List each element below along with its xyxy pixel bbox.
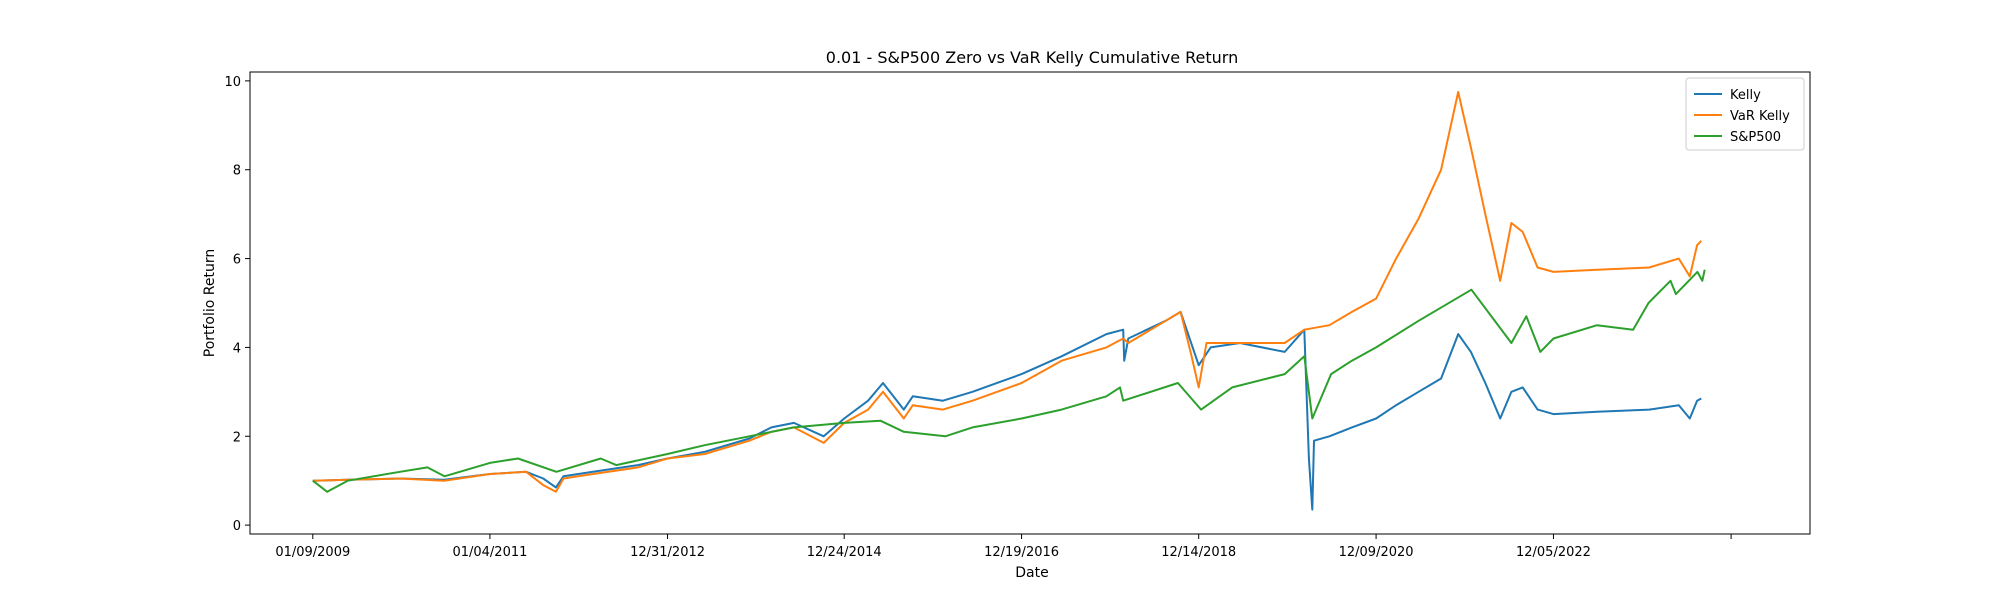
x-tick-label: 12/09/2020 bbox=[1339, 545, 1414, 560]
series-line-s-p500 bbox=[312, 269, 1706, 493]
legend: Kelly VaR Kelly S&P500 bbox=[1685, 77, 1805, 151]
x-tick-label: 12/24/2014 bbox=[807, 545, 882, 560]
x-tick-label: 12/31/2012 bbox=[630, 545, 705, 560]
plot-lines bbox=[312, 91, 1706, 511]
x-axis-label: Date bbox=[1015, 565, 1048, 581]
y-tick-label: 10 bbox=[224, 75, 241, 90]
x-tick-label: 12/19/2016 bbox=[984, 545, 1059, 560]
legend-label: Kelly bbox=[1730, 88, 1761, 103]
y-tick-label: 6 bbox=[233, 253, 241, 268]
y-tick-label: 2 bbox=[233, 430, 241, 445]
y-tick-label: 8 bbox=[233, 164, 241, 179]
y-tick-label: 0 bbox=[233, 519, 241, 534]
y-axis-label: Portfolio Return bbox=[202, 249, 218, 358]
x-tick-label: 01/09/2009 bbox=[275, 545, 350, 560]
series-line-var-kelly bbox=[312, 91, 1703, 493]
x-tick-label: 12/14/2018 bbox=[1161, 545, 1236, 560]
series-line-kelly bbox=[312, 310, 1702, 511]
chart-title: 0.01 - S&P500 Zero vs VaR Kelly Cumulati… bbox=[826, 48, 1238, 67]
y-axis: 0 2 4 6 8 10 bbox=[224, 75, 250, 534]
x-tick-label: 12/05/2022 bbox=[1516, 545, 1591, 560]
legend-label: VaR Kelly bbox=[1730, 109, 1790, 124]
plot-frame bbox=[249, 71, 1811, 535]
x-axis: 01/09/2009 01/04/2011 12/31/2012 12/24/2014… bbox=[275, 534, 1732, 560]
legend-label: S&P500 bbox=[1730, 130, 1781, 145]
legend-box bbox=[1685, 77, 1805, 151]
x-tick-label: 01/04/2011 bbox=[452, 545, 527, 560]
y-tick-label: 4 bbox=[233, 341, 241, 356]
